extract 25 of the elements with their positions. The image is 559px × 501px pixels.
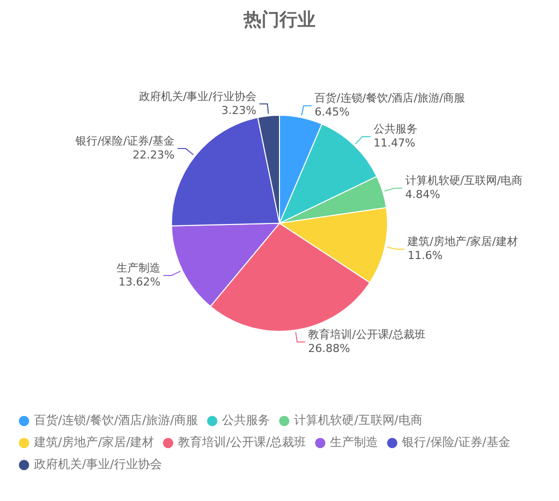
data-label: 11.6% (408, 249, 443, 262)
slice-label: 公共服务 (373, 122, 418, 136)
data-label: 4.84% (405, 188, 440, 202)
slice-label: 百货/连锁/餐饮/酒店/旅游/商服 (314, 92, 466, 105)
slice-label: 银行/保险/证券/基金 (74, 134, 175, 148)
legend-label: 百货/连锁/餐饮/酒店/旅游/商服 (34, 413, 198, 428)
data-label: 26.88% (308, 342, 350, 355)
slice-label: 建筑/房地产/家居/建材 (406, 235, 518, 248)
slice-label: 计算机软硬/互联网/电商 (405, 174, 523, 188)
legend-label: 生产制造 (330, 435, 378, 450)
legend-label: 银行/保险/证券/基金 (401, 435, 510, 450)
legend-label: 教育培训/公开课/总裁班 (178, 435, 306, 450)
data-label: 3.23% (221, 104, 256, 117)
slice-label: 生产制造 (116, 261, 160, 274)
data-label: 11.47% (373, 136, 416, 150)
data-label: 6.45% (314, 106, 350, 119)
chart-title: 热门行业 (242, 9, 316, 30)
slice-label: 政府机关/事业/行业协会 (138, 90, 256, 103)
legend-label: 政府机关/事业/行业协会 (34, 457, 162, 472)
data-label: 13.62% (118, 275, 160, 288)
slice-label: 教育培训/公开课/总裁班 (308, 328, 426, 341)
legend-label: 公共服务 (222, 413, 270, 428)
data-label: 22.23% (132, 148, 175, 162)
legend-label: 计算机软硬/互联网/电商 (294, 413, 422, 428)
legend-label: 建筑/房地产/家居/建材 (33, 435, 154, 450)
